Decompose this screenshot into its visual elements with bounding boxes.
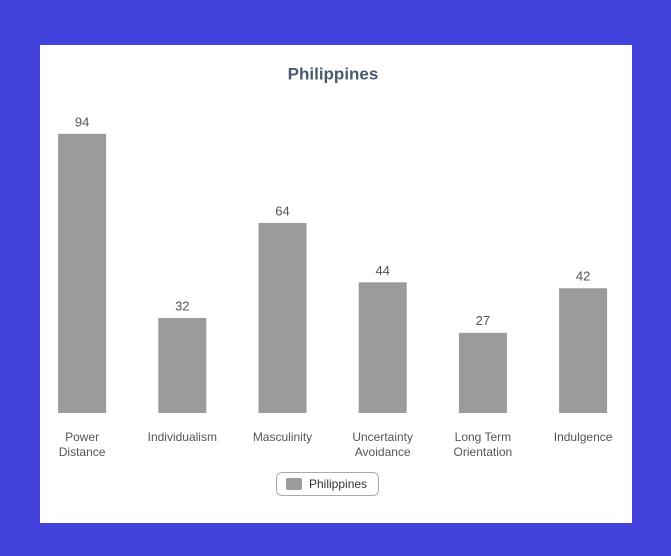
legend[interactable]: Philippines [276,472,380,496]
bar [258,222,307,413]
bar [158,317,207,413]
x-tick-label: Power Distance [58,430,106,459]
chart-panel [40,45,632,523]
x-tick-label: Long Term Orientation [453,430,513,459]
value-label: 27 [476,313,490,328]
value-label: 94 [75,114,89,129]
value-label: 42 [576,269,590,284]
bar [358,282,407,413]
x-tick-label: Uncertainty Avoidance [352,430,414,459]
value-label: 32 [175,298,189,313]
bar [58,133,107,413]
bar [559,288,608,413]
legend-swatch [286,478,302,490]
x-tick-label: Individualism [147,430,217,444]
legend-label: Philippines [309,477,368,491]
value-label: 44 [375,263,389,278]
chart-title: Philippines [288,64,379,83]
bar [458,332,507,413]
value-label: 64 [275,203,289,218]
x-tick-label: Indulgence [553,430,613,444]
x-tick-label: Masculinity [252,430,313,444]
